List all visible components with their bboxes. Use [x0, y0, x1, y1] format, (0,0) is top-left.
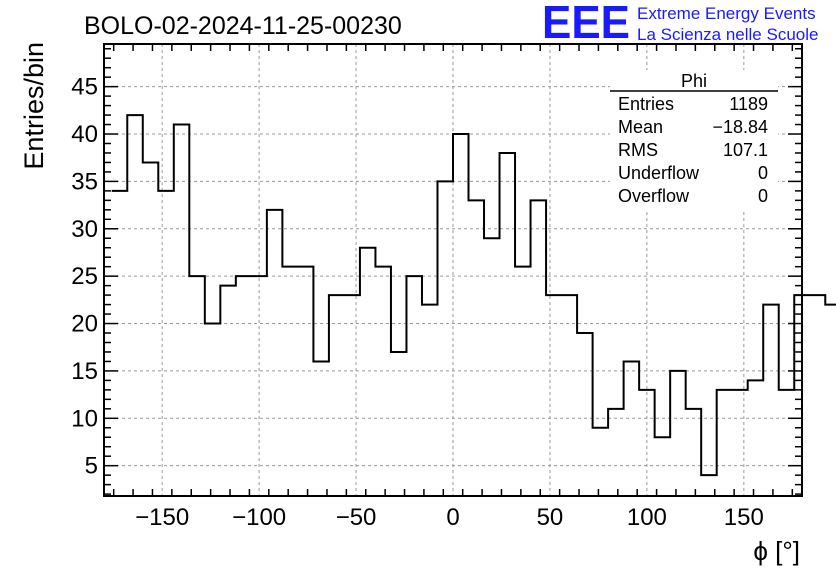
y-tick-label: 45 — [71, 74, 98, 101]
axis-ticks — [104, 44, 802, 496]
x-tick-label: 100 — [627, 504, 667, 531]
logo-line-1: Extreme Energy Events — [637, 4, 816, 23]
x-tick-label: −150 — [135, 504, 189, 531]
eee-logo-text: EEE — [542, 0, 630, 48]
y-tick-label: 30 — [71, 216, 98, 243]
y-axis-label: Entries/bin — [19, 42, 49, 170]
y-tick-label: 15 — [71, 358, 98, 385]
stat-value-entries: 1189 — [729, 94, 768, 114]
stat-value-underflow: 0 — [758, 163, 768, 183]
stat-label-underflow: Underflow — [618, 163, 700, 183]
y-tick-labels: 5 10 15 20 25 30 35 40 45 — [71, 74, 98, 480]
y-tick-label: 10 — [71, 405, 98, 432]
y-tick-label: 20 — [71, 311, 98, 338]
x-tick-label: −50 — [336, 504, 377, 531]
x-tick-labels: −150 −100 −50 0 50 100 150 — [135, 504, 764, 531]
stat-value-mean: −18.84 — [712, 117, 768, 137]
stats-box: Phi Entries 1189 Mean −18.84 RMS 107.1 U… — [610, 70, 778, 210]
y-tick-label: 25 — [71, 263, 98, 290]
x-tick-label: −100 — [232, 504, 286, 531]
stat-label-rms: RMS — [618, 140, 658, 160]
chart-title: BOLO-02-2024-11-25-00230 — [84, 12, 402, 40]
stat-value-overflow: 0 — [758, 186, 768, 206]
y-tick-label: 5 — [85, 453, 98, 480]
stats-box-background — [610, 70, 778, 210]
x-tick-label: 150 — [724, 504, 764, 531]
stat-label-mean: Mean — [618, 117, 663, 137]
plot-frame — [103, 43, 803, 497]
logo-line-2: La Scienza nelle Scuole — [637, 25, 818, 44]
stats-box-name: Phi — [681, 71, 707, 91]
y-tick-label: 35 — [71, 168, 98, 195]
stat-value-rms: 107.1 — [723, 140, 768, 160]
stat-label-entries: Entries — [618, 94, 674, 114]
x-tick-label: 0 — [446, 504, 459, 531]
histogram-outline — [111, 114, 836, 477]
stat-label-overflow: Overflow — [618, 186, 690, 206]
x-tick-label: 50 — [537, 504, 564, 531]
x-axis-label: ϕ [°] — [753, 536, 800, 566]
y-tick-label: 40 — [71, 121, 98, 148]
eee-logo: EEE Extreme Energy Events La Scienza nel… — [542, 0, 818, 48]
